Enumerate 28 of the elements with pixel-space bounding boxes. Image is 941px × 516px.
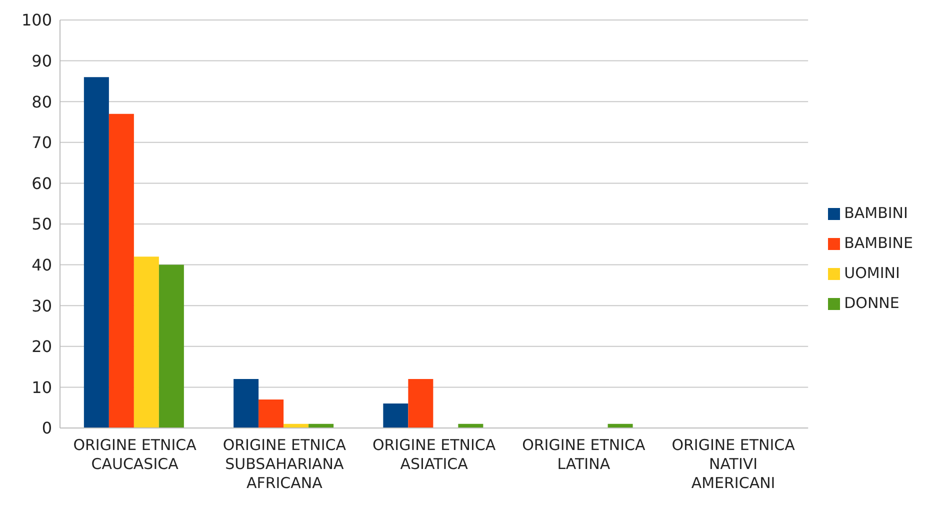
x-tick-label: ORIGINE ETNICA LATINA <box>522 436 646 473</box>
legend-label: BAMBINI <box>844 204 908 222</box>
y-tick-label: 40 <box>32 255 52 274</box>
bar <box>234 379 259 428</box>
bar <box>383 404 408 428</box>
legend-label: BAMBINE <box>844 234 913 252</box>
bar <box>158 264 184 428</box>
y-tick-label: 0 <box>42 418 52 438</box>
bar <box>408 379 434 428</box>
legend-label: DONNE <box>844 294 900 312</box>
y-tick-label: 20 <box>32 337 52 356</box>
x-tick-label: ORIGINE ETNICA NATIVI AMERICANI <box>672 436 796 492</box>
x-tick-label: ORIGINE ETNICA CAUCASICA <box>73 436 198 473</box>
y-tick-label: 90 <box>32 51 52 70</box>
y-tick-label: 60 <box>32 174 52 193</box>
y-tick-label: 50 <box>32 214 52 234</box>
y-tick-label: 100 <box>21 10 52 30</box>
y-tick-label: 70 <box>32 133 52 152</box>
y-tick-label: 30 <box>32 296 52 316</box>
bar <box>134 256 159 428</box>
y-tick-label: 10 <box>32 378 52 397</box>
bar <box>258 399 284 428</box>
legend-label: UOMINI <box>844 264 900 282</box>
bar <box>84 77 109 428</box>
x-tick-label: ORIGINE ETNICA SUBSAHARIANA AFRICANA <box>222 436 347 492</box>
bar <box>108 114 134 428</box>
x-tick-label: ORIGINE ETNICA ASIATICA <box>372 436 496 473</box>
y-tick-label: 80 <box>32 92 52 112</box>
